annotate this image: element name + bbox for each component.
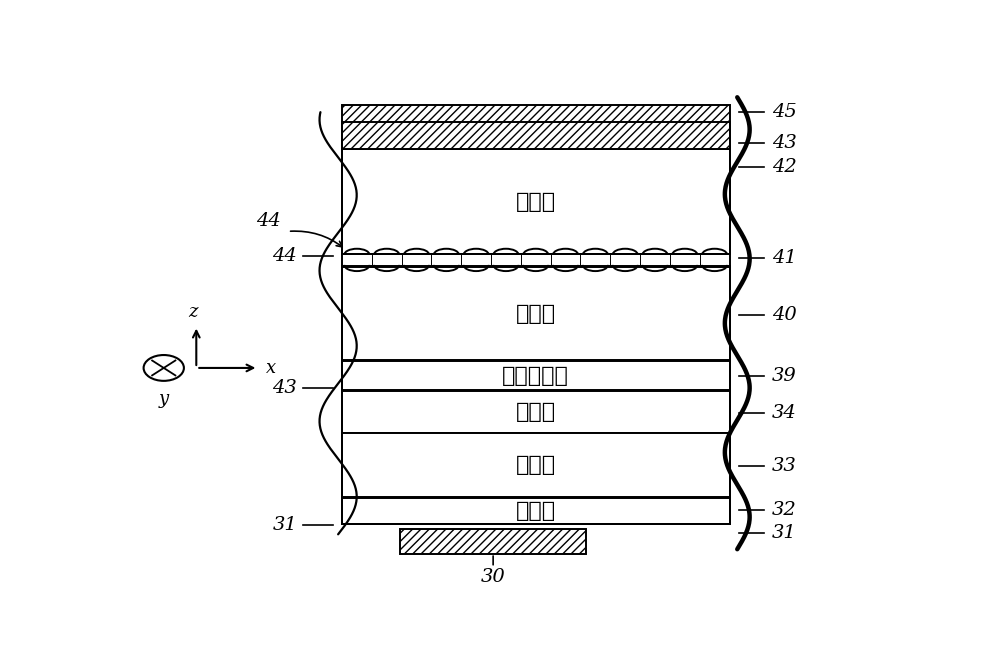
Bar xyxy=(342,498,730,524)
Text: 下电极: 下电极 xyxy=(516,501,556,521)
Text: 穿隙阻障层: 穿隙阻障层 xyxy=(502,366,569,386)
Text: 31: 31 xyxy=(272,517,297,534)
Text: 45: 45 xyxy=(772,103,797,121)
Text: 33: 33 xyxy=(772,457,797,475)
Text: 39: 39 xyxy=(772,368,797,385)
Text: 44: 44 xyxy=(272,247,297,265)
Text: 31: 31 xyxy=(772,524,797,542)
Text: z: z xyxy=(188,303,197,321)
Bar xyxy=(342,104,730,150)
Text: 32: 32 xyxy=(772,501,797,519)
Text: 43: 43 xyxy=(272,379,297,397)
Text: 种子层: 种子层 xyxy=(516,455,556,475)
Text: 42: 42 xyxy=(772,158,797,176)
Text: 43: 43 xyxy=(772,134,797,152)
Bar xyxy=(342,150,730,253)
Text: 30: 30 xyxy=(481,568,506,586)
Bar xyxy=(342,433,730,497)
Text: 34: 34 xyxy=(772,404,797,422)
Bar xyxy=(342,267,730,361)
Text: 40: 40 xyxy=(772,306,797,324)
Text: y: y xyxy=(159,390,169,408)
Text: 覆盖层: 覆盖层 xyxy=(516,192,556,212)
Circle shape xyxy=(144,355,184,381)
Text: 自由层: 自由层 xyxy=(516,304,556,324)
Text: 44: 44 xyxy=(256,212,281,230)
Bar xyxy=(342,361,730,390)
Text: 参考层: 参考层 xyxy=(516,402,556,422)
Bar xyxy=(400,530,586,554)
Text: 41: 41 xyxy=(772,249,797,267)
Text: x: x xyxy=(266,359,276,377)
FancyArrowPatch shape xyxy=(291,231,342,247)
Bar xyxy=(342,392,730,433)
